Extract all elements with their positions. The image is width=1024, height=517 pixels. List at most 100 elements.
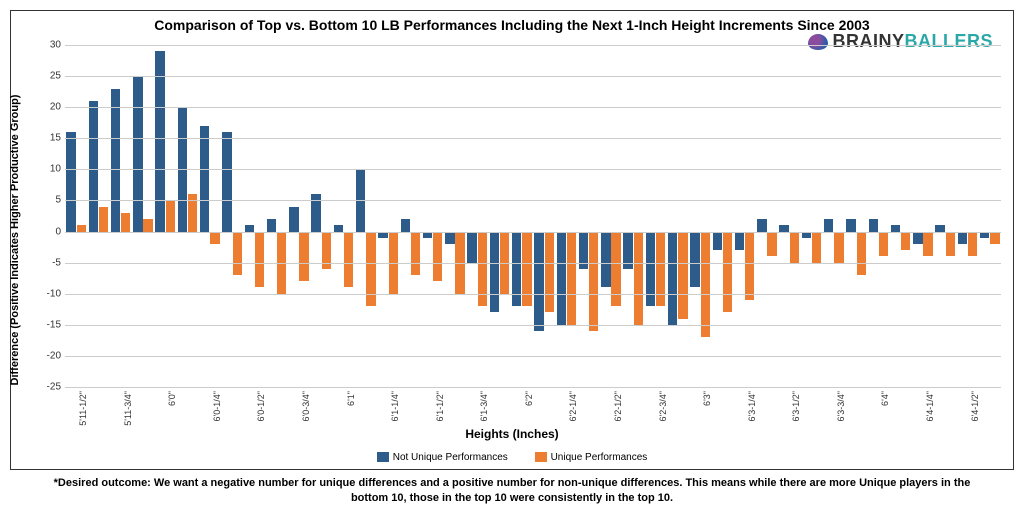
x-tick-label: 6'0-1/2" xyxy=(256,391,266,421)
bar-not-unique xyxy=(913,232,922,244)
bar-unique xyxy=(990,232,999,244)
gridline xyxy=(65,169,1001,170)
bar-group xyxy=(310,45,332,387)
x-tick-label: 6'1-1/4" xyxy=(390,391,400,421)
x-tick-label: 6'4" xyxy=(880,391,890,406)
bar-unique xyxy=(567,232,576,325)
bar-group: 6'3-3/4" xyxy=(823,45,845,387)
x-tick-label: 6'0-1/4" xyxy=(212,391,222,421)
y-tick-label: 25 xyxy=(31,71,61,82)
x-tick-label: 6'0-3/4" xyxy=(301,391,311,421)
gridline xyxy=(65,325,1001,326)
gridline xyxy=(65,76,1001,77)
swatch-orange xyxy=(535,452,547,462)
bar-group: 6'4-1/2" xyxy=(956,45,978,387)
bar-unique xyxy=(611,232,620,307)
y-tick-label: 20 xyxy=(31,102,61,113)
bar-group xyxy=(845,45,867,387)
gridline xyxy=(65,232,1001,233)
x-tick-label: 6'3-1/2" xyxy=(791,391,801,421)
bar-group xyxy=(578,45,600,387)
bar-unique xyxy=(522,232,531,307)
bar-not-unique xyxy=(668,232,677,325)
bar-unique xyxy=(901,232,910,251)
bar-not-unique xyxy=(646,232,655,307)
bar-group xyxy=(355,45,377,387)
bar-group xyxy=(266,45,288,387)
bar-not-unique xyxy=(401,219,410,231)
bar-unique xyxy=(656,232,665,307)
bar-unique xyxy=(411,232,420,276)
bar-group xyxy=(711,45,733,387)
bar-group: 6'3" xyxy=(689,45,711,387)
bar-unique xyxy=(790,232,799,263)
bars-layer: 5'11-1/2"5'11-3/4"6'0"6'0-1/4"6'0-1/2"6'… xyxy=(65,45,1001,387)
bar-not-unique xyxy=(824,219,833,231)
bar-not-unique xyxy=(512,232,521,307)
bar-group xyxy=(221,45,243,387)
bar-group xyxy=(979,45,1001,387)
bar-group: 6'2" xyxy=(511,45,533,387)
x-tick-label: 6'2" xyxy=(524,391,534,406)
y-tick-label: -20 xyxy=(31,350,61,361)
bar-not-unique xyxy=(200,126,209,232)
bar-unique xyxy=(166,200,175,231)
bar-not-unique xyxy=(490,232,499,313)
bar-not-unique xyxy=(757,219,766,231)
bar-unique xyxy=(767,232,776,257)
x-tick-label: 6'2-1/4" xyxy=(568,391,578,421)
bar-unique xyxy=(433,232,442,282)
y-tick-label: -10 xyxy=(31,288,61,299)
bar-unique xyxy=(344,232,353,288)
bar-unique xyxy=(121,213,130,232)
bar-unique xyxy=(923,232,932,257)
legend: Not Unique Performances Unique Performan… xyxy=(11,452,1013,463)
bar-unique xyxy=(545,232,554,313)
bar-group: 6'0-1/4" xyxy=(199,45,221,387)
bar-group: 6'3-1/2" xyxy=(778,45,800,387)
bar-unique xyxy=(210,232,219,244)
x-tick-label: 6'4-1/4" xyxy=(925,391,935,421)
bar-not-unique xyxy=(133,76,142,231)
bar-group xyxy=(533,45,555,387)
bar-not-unique xyxy=(289,207,298,232)
bar-group xyxy=(488,45,510,387)
bar-group: 6'3-1/4" xyxy=(734,45,756,387)
bar-unique xyxy=(366,232,375,307)
bar-unique xyxy=(478,232,487,307)
bar-unique xyxy=(723,232,732,313)
bar-not-unique xyxy=(222,132,231,231)
legend-item-unique: Unique Performances xyxy=(535,452,648,463)
x-tick-label: 6'2-3/4" xyxy=(658,391,668,421)
bar-not-unique xyxy=(155,51,164,231)
bar-not-unique xyxy=(735,232,744,251)
bar-group: 6'1-1/4" xyxy=(377,45,399,387)
bar-group: 6'0-1/2" xyxy=(243,45,265,387)
x-tick-label: 6'3-3/4" xyxy=(836,391,846,421)
legend-item-not-unique: Not Unique Performances xyxy=(377,452,508,463)
bar-group xyxy=(87,45,109,387)
chart-container: Comparison of Top vs. Bottom 10 LB Perfo… xyxy=(10,10,1014,470)
bar-group: 6'4-1/4" xyxy=(912,45,934,387)
bar-unique xyxy=(946,232,955,257)
bar-not-unique xyxy=(89,101,98,232)
bar-group xyxy=(444,45,466,387)
bar-unique xyxy=(812,232,821,263)
gridline xyxy=(65,138,1001,139)
bar-group xyxy=(399,45,421,387)
bar-group xyxy=(176,45,198,387)
bar-group: 5'11-1/2" xyxy=(65,45,87,387)
bar-unique xyxy=(299,232,308,282)
bar-group xyxy=(622,45,644,387)
bar-unique xyxy=(701,232,710,338)
gridline xyxy=(65,387,1001,388)
bar-not-unique xyxy=(601,232,610,288)
y-tick-label: 15 xyxy=(31,133,61,144)
bar-not-unique xyxy=(66,132,75,231)
gridline xyxy=(65,356,1001,357)
bar-group xyxy=(132,45,154,387)
x-tick-label: 5'11-3/4" xyxy=(123,391,133,426)
bar-unique xyxy=(857,232,866,276)
bar-not-unique xyxy=(445,232,454,244)
y-tick-label: -15 xyxy=(31,319,61,330)
